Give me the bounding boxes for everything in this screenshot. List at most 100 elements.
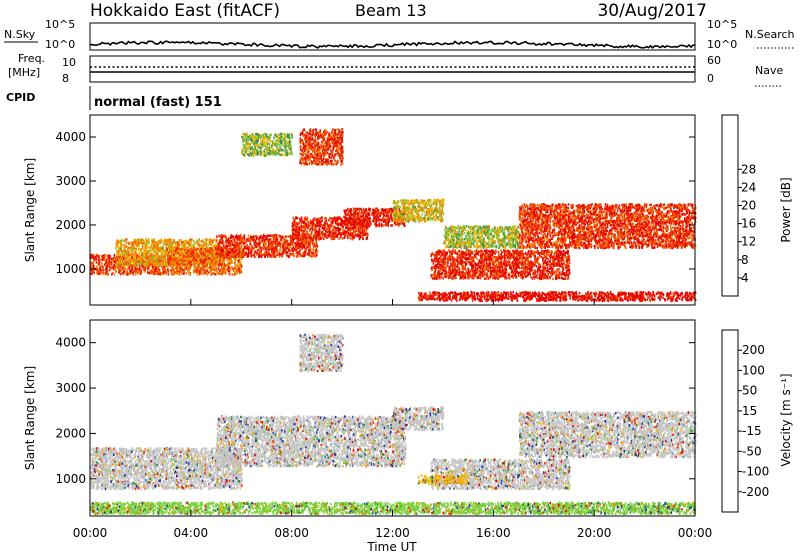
power-cell (336, 217, 338, 219)
power-cell (161, 247, 163, 249)
power-cell (182, 262, 184, 264)
power-cell (343, 220, 345, 222)
power-cell (127, 262, 129, 264)
power-cell (296, 255, 298, 257)
power-cell (430, 205, 432, 207)
power-cell (347, 235, 349, 237)
power-cell (137, 257, 139, 259)
power-cell (400, 218, 402, 220)
power-cell (98, 273, 100, 275)
power-cell (338, 238, 340, 240)
power-cell (309, 224, 311, 226)
power-cell (357, 213, 359, 215)
power-cell (149, 249, 151, 251)
power-cell (196, 269, 198, 271)
power-cell (193, 255, 195, 257)
power-cell (176, 267, 178, 269)
power-cell (255, 235, 257, 237)
power-cell (121, 239, 123, 241)
power-cell (140, 248, 142, 250)
power-cell (272, 246, 274, 248)
power-cell (220, 273, 222, 275)
power-cell (184, 241, 186, 243)
power-cell (231, 266, 233, 268)
power-heatmap (90, 128, 697, 302)
power-cell (119, 253, 121, 255)
power-cell (303, 221, 305, 223)
power-cell (183, 243, 185, 245)
power-cell (229, 273, 231, 275)
power-cell (308, 222, 310, 224)
beam-label: Beam 13 (355, 1, 427, 20)
power-cell (377, 215, 379, 217)
nsky-tick-top: 10^5 (45, 18, 75, 31)
power-cell (282, 242, 284, 244)
power-cell (294, 219, 296, 221)
power-cell (207, 273, 209, 275)
power-cell (335, 230, 337, 232)
power-cell (217, 273, 219, 275)
power-cell (186, 272, 188, 274)
power-cell (235, 264, 237, 266)
power-cell (279, 249, 281, 251)
power-cell (328, 235, 330, 237)
power-cell (235, 236, 237, 238)
power-cell (212, 265, 214, 267)
power-cell (164, 271, 166, 273)
nave-tick-top: 60 (707, 54, 721, 67)
power-cell (128, 249, 130, 251)
power-cell (292, 240, 294, 242)
power-cell (236, 251, 238, 253)
power-cell (176, 270, 178, 272)
power-cell (420, 220, 422, 222)
power-cell (387, 225, 389, 227)
power-cell (157, 259, 159, 261)
power-cell (198, 255, 200, 257)
power-cell (363, 234, 365, 236)
power-cell (97, 255, 99, 257)
power-cell (326, 220, 328, 222)
power-cell (234, 251, 236, 253)
power-cell (153, 238, 155, 240)
power-cell (312, 229, 314, 231)
power-cell (217, 261, 219, 263)
power-cell (339, 216, 341, 218)
power-cell (123, 244, 125, 246)
power-cell (120, 266, 122, 268)
power-cell (431, 210, 433, 212)
power-cell (434, 219, 436, 221)
power-cell (225, 264, 227, 266)
power-cell (441, 205, 443, 207)
power-cell (442, 212, 444, 214)
power-cell (295, 217, 297, 219)
power-cell (181, 244, 183, 246)
power-cell (180, 267, 182, 269)
power-cell (359, 214, 361, 216)
power-cell (125, 257, 127, 259)
power-cell (239, 268, 241, 270)
power-cell (338, 228, 340, 230)
power-cell (314, 255, 316, 257)
power-cell (155, 267, 157, 269)
power-cell (321, 231, 323, 233)
power-cell (286, 251, 288, 253)
power-cell (438, 219, 440, 221)
power-cell (124, 270, 126, 272)
power-cell (329, 217, 331, 219)
power-cell (333, 219, 335, 221)
power-cell (351, 232, 353, 234)
power-cell (144, 268, 146, 270)
power-cell (205, 238, 207, 240)
power-cell (311, 222, 313, 224)
power-cell (254, 254, 256, 256)
power-cell (96, 265, 98, 267)
power-cell (230, 246, 232, 248)
power-cell (139, 238, 141, 240)
power-cell (103, 272, 105, 274)
power-cell (349, 233, 351, 235)
power-cell (365, 209, 367, 211)
power-cell (369, 225, 371, 227)
power-cell (358, 228, 360, 230)
power-cell (149, 272, 151, 274)
power-cell (222, 250, 224, 252)
